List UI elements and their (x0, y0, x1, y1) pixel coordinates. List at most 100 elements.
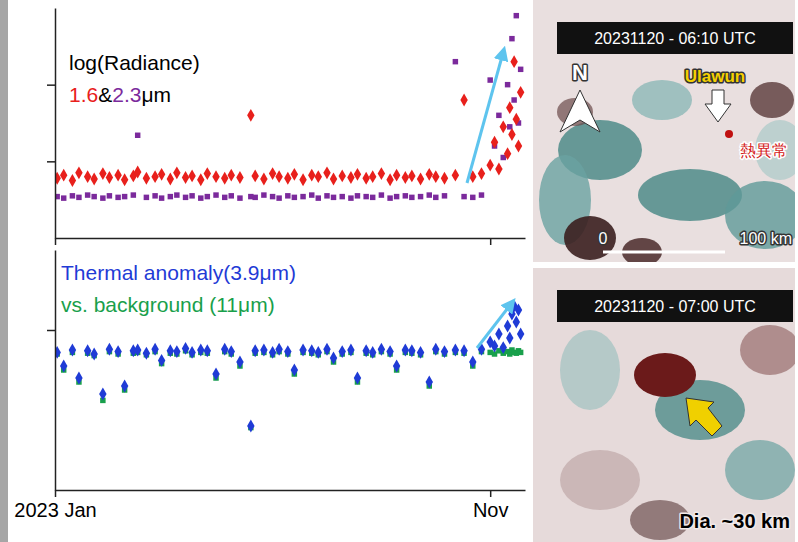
point (84, 344, 91, 357)
tick-mark (47, 161, 55, 163)
point (518, 350, 523, 355)
trend-arrow (477, 304, 511, 348)
tick-mark (490, 490, 492, 497)
point (182, 171, 189, 184)
point (134, 166, 141, 179)
series-name: 2.3 (112, 83, 141, 106)
point (75, 372, 82, 385)
point (308, 344, 315, 357)
annotation: & (98, 83, 112, 106)
point (491, 340, 498, 353)
point (515, 304, 522, 317)
point (354, 168, 361, 181)
point (229, 193, 234, 198)
point (393, 169, 400, 182)
point (228, 345, 235, 358)
point (291, 168, 298, 181)
point (324, 193, 329, 198)
point (495, 328, 502, 341)
point (152, 193, 157, 198)
point (460, 94, 467, 107)
point (188, 346, 195, 359)
point (513, 316, 520, 329)
point (433, 195, 438, 200)
point (487, 77, 492, 82)
tick: Nov (473, 490, 509, 521)
tick-mark (55, 490, 57, 497)
point (173, 345, 180, 358)
axis-line (55, 251, 57, 491)
point (330, 352, 337, 365)
point (197, 173, 204, 186)
point (99, 167, 106, 180)
point (393, 360, 400, 373)
point (84, 170, 91, 183)
point (213, 192, 218, 197)
point (369, 170, 376, 183)
point (470, 195, 475, 200)
point (402, 344, 409, 357)
point (236, 356, 243, 369)
series-name: vs. background (11μm) (61, 293, 275, 316)
chart-panel: 2023 Jan Nov Thermal anomaly(3.9μm) vs. bac… (14, 251, 525, 522)
point (478, 167, 485, 180)
point (143, 172, 150, 185)
point (505, 82, 510, 87)
point (260, 344, 267, 357)
point (514, 13, 519, 18)
point (403, 193, 408, 198)
point (76, 195, 81, 200)
point (221, 343, 228, 356)
point (417, 173, 424, 186)
point (115, 195, 120, 200)
cloud-patch (725, 181, 795, 249)
point (452, 169, 459, 182)
timestamp: 20231120 - 07:00 UTC (594, 298, 756, 315)
point (299, 344, 306, 357)
series-name: Thermal anomaly(3.9μm) (61, 261, 296, 284)
series (55, 55, 524, 187)
point (408, 344, 415, 357)
chart-title: log(Radiance) (69, 51, 200, 74)
point (189, 193, 194, 198)
point (469, 356, 476, 369)
point (461, 194, 466, 199)
point (167, 344, 174, 357)
point (114, 169, 121, 182)
point (363, 194, 368, 199)
point (85, 192, 90, 197)
point (60, 169, 67, 182)
axis-line (56, 490, 526, 492)
point (260, 173, 267, 186)
point (204, 344, 211, 357)
point (251, 169, 258, 182)
point (270, 194, 275, 199)
point (158, 168, 165, 181)
point (500, 120, 507, 133)
point (69, 174, 76, 187)
point (378, 343, 385, 356)
point (183, 195, 188, 200)
point (417, 346, 424, 359)
series (55, 300, 524, 433)
point (168, 194, 173, 199)
tick-label: 2023 Jan (14, 499, 96, 521)
point (247, 420, 254, 433)
point (134, 344, 141, 357)
timestamp-box (557, 22, 793, 54)
cloud-patch (725, 440, 795, 500)
point (269, 346, 276, 359)
point (90, 348, 97, 361)
point (122, 194, 127, 199)
point (387, 195, 392, 200)
point (159, 195, 164, 200)
image-background (533, 268, 795, 542)
scale-start: 0 (599, 230, 608, 247)
point (508, 128, 515, 141)
point (299, 173, 306, 186)
point (323, 166, 330, 179)
point (316, 195, 321, 200)
pointer-arrow (686, 398, 722, 436)
annotation: μm (141, 83, 171, 106)
point (158, 354, 165, 367)
